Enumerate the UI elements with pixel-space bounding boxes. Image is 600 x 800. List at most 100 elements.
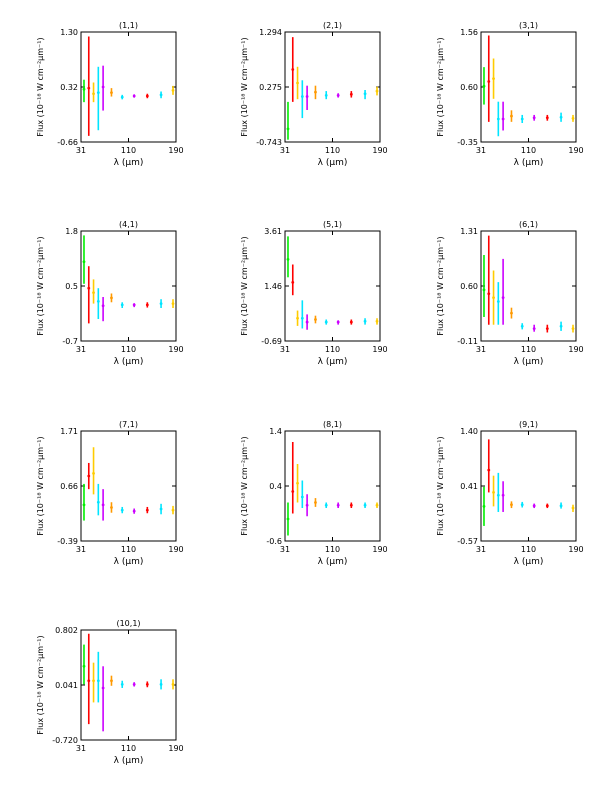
data-point xyxy=(487,292,491,296)
data-point xyxy=(92,92,95,96)
x-axis-label: λ (μm) xyxy=(318,357,348,367)
x-tick-label: 31 xyxy=(476,146,486,155)
y-tick-label: 1.40 xyxy=(460,427,478,436)
y-axis-label: Flux (10⁻¹⁸ W cm⁻²μm⁻¹) xyxy=(436,436,445,535)
y-tick-label: 1.30 xyxy=(60,28,78,37)
x-tick-label: 190 xyxy=(372,345,387,354)
data-point xyxy=(300,495,304,499)
panel-title: (9,1) xyxy=(519,420,538,429)
y-tick-label: 1.294 xyxy=(259,28,282,37)
data-point xyxy=(286,127,290,131)
y-tick-label: -0.57 xyxy=(457,537,478,546)
data-point xyxy=(291,281,295,284)
data-point xyxy=(87,679,91,683)
x-tick-label: 110 xyxy=(325,545,340,554)
y-tick-label: 0.41 xyxy=(460,482,478,491)
x-tick-label: 31 xyxy=(280,146,290,155)
x-tick-label: 31 xyxy=(280,545,290,554)
y-tick-label: -0.35 xyxy=(457,138,478,147)
y-tick-label: 0.275 xyxy=(259,83,282,92)
x-tick-label: 110 xyxy=(121,146,136,155)
data-point xyxy=(87,474,91,478)
data-point xyxy=(482,84,486,88)
subplot-2: (2,1) -0.743 0.275 1.294 31 110 190 λ (μm) Flux … xyxy=(240,21,388,168)
x-tick-label: 31 xyxy=(280,345,290,354)
data-point xyxy=(520,117,524,121)
data-point xyxy=(482,504,486,508)
x-axis-label: λ (μm) xyxy=(114,557,144,567)
data-point xyxy=(305,95,309,98)
data-point xyxy=(92,472,95,475)
x-tick-label: 190 xyxy=(168,146,183,155)
data-point xyxy=(132,303,136,307)
y-tick-label: -0.69 xyxy=(261,337,282,346)
data-point xyxy=(336,93,340,97)
panel-title: (1,1) xyxy=(119,21,138,30)
y-axis-label: Flux (10⁻¹⁸ W cm⁻²μm⁻¹) xyxy=(240,236,249,335)
x-axis-label: λ (μm) xyxy=(318,158,348,168)
x-axis-label: λ (μm) xyxy=(114,357,144,367)
y-tick-label: -0.743 xyxy=(256,138,282,147)
data-point xyxy=(171,88,175,92)
x-tick-label: 31 xyxy=(76,744,86,753)
y-tick-label: -0.7 xyxy=(62,337,78,346)
data-point xyxy=(510,114,513,118)
data-point xyxy=(171,682,175,686)
data-point xyxy=(286,257,290,261)
subplot-7: (7,1) -0.39 0.66 1.71 31 110 190 λ (μm) Flux (10… xyxy=(36,420,184,567)
data-point xyxy=(349,320,353,324)
panel-title: (4,1) xyxy=(119,220,138,229)
data-point xyxy=(96,500,100,504)
data-point xyxy=(159,507,163,511)
data-point xyxy=(101,686,105,690)
data-point xyxy=(300,316,304,320)
data-point xyxy=(82,503,86,507)
panel-title: (8,1) xyxy=(323,420,342,429)
data-point xyxy=(296,316,299,320)
data-point xyxy=(171,508,175,512)
data-point xyxy=(571,116,575,120)
data-point xyxy=(145,94,149,98)
y-axis-label: Flux (10⁻¹⁸ W cm⁻²μm⁻¹) xyxy=(240,37,249,136)
x-tick-label: 110 xyxy=(121,345,136,354)
data-point xyxy=(82,664,86,668)
data-point xyxy=(545,504,549,508)
data-point xyxy=(87,286,91,290)
data-point xyxy=(92,291,95,294)
y-tick-label: -0.6 xyxy=(266,537,282,546)
data-point xyxy=(324,320,328,324)
y-axis-label: Flux (10⁻¹⁸ W cm⁻²μm⁻¹) xyxy=(36,635,45,734)
y-tick-label: 0.041 xyxy=(55,681,78,690)
data-point xyxy=(324,503,328,507)
y-tick-label: 1.56 xyxy=(460,28,478,37)
data-point xyxy=(82,87,86,91)
y-tick-label: 1.31 xyxy=(460,227,478,236)
y-axis-label: Flux (10⁻¹⁸ W cm⁻²μm⁻¹) xyxy=(36,236,45,335)
data-point xyxy=(375,89,379,93)
data-point xyxy=(291,68,295,71)
x-tick-label: 31 xyxy=(76,146,86,155)
data-point xyxy=(159,682,163,686)
x-axis-label: λ (μm) xyxy=(114,756,144,766)
x-tick-label: 31 xyxy=(476,345,486,354)
x-tick-label: 190 xyxy=(372,545,387,554)
subplot-9: (9,1) -0.57 0.41 1.40 31 110 190 λ (μm) Flux (10… xyxy=(436,420,584,567)
data-point xyxy=(482,288,486,292)
data-point xyxy=(520,324,524,328)
data-point xyxy=(101,304,105,308)
data-point xyxy=(571,327,575,331)
data-point xyxy=(496,300,500,303)
x-tick-label: 110 xyxy=(521,545,536,554)
panel-title: (6,1) xyxy=(519,220,538,229)
data-point xyxy=(92,679,95,683)
data-point xyxy=(110,296,113,300)
data-point xyxy=(120,682,124,686)
data-point xyxy=(110,506,113,509)
y-tick-label: -0.11 xyxy=(457,337,478,346)
data-point xyxy=(375,319,379,323)
data-point xyxy=(324,93,328,97)
data-point xyxy=(82,260,86,264)
x-axis-label: λ (μm) xyxy=(514,357,544,367)
data-point xyxy=(101,503,105,507)
data-point xyxy=(363,92,367,96)
